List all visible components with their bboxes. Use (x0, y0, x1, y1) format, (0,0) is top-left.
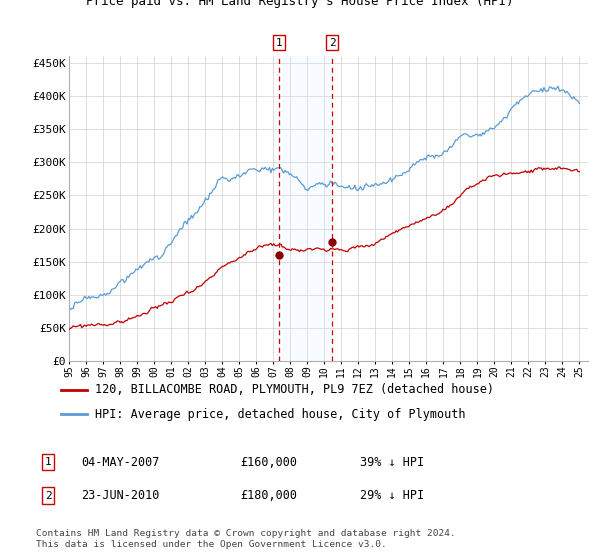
Text: Contains HM Land Registry data © Crown copyright and database right 2024.
This d: Contains HM Land Registry data © Crown c… (36, 529, 456, 549)
Text: 04-MAY-2007: 04-MAY-2007 (81, 455, 160, 469)
Text: 39% ↓ HPI: 39% ↓ HPI (360, 455, 424, 469)
Text: 23-JUN-2010: 23-JUN-2010 (81, 489, 160, 502)
Text: £160,000: £160,000 (240, 455, 297, 469)
Text: 2: 2 (44, 491, 52, 501)
Text: 2: 2 (329, 38, 335, 48)
Text: £180,000: £180,000 (240, 489, 297, 502)
Text: 1: 1 (276, 38, 283, 48)
Text: Price paid vs. HM Land Registry's House Price Index (HPI): Price paid vs. HM Land Registry's House … (86, 0, 514, 8)
Text: 120, BILLACOMBE ROAD, PLYMOUTH, PL9 7EZ (detached house): 120, BILLACOMBE ROAD, PLYMOUTH, PL9 7EZ … (95, 383, 494, 396)
Text: 29% ↓ HPI: 29% ↓ HPI (360, 489, 424, 502)
Text: HPI: Average price, detached house, City of Plymouth: HPI: Average price, detached house, City… (95, 408, 466, 421)
Bar (279, 56, 332, 361)
Text: 1: 1 (44, 457, 52, 467)
